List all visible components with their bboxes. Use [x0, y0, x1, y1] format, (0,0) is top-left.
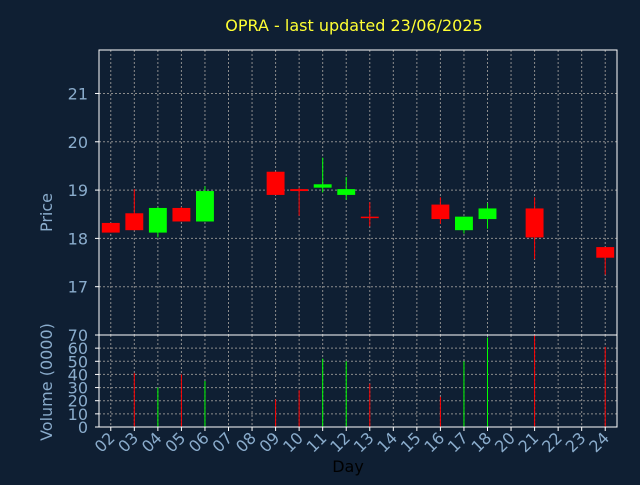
volume-axis-label: Volume (0000) [37, 323, 56, 441]
price-tick-label: 18 [68, 229, 88, 248]
price-plot-frame [98, 49, 618, 336]
candle-body [596, 247, 615, 258]
x-axis-label: Day [332, 457, 364, 476]
price-tick-label: 19 [68, 181, 88, 200]
volume-tick-label: 40 [68, 365, 88, 384]
candle-body [313, 184, 332, 188]
candle-body [455, 216, 473, 231]
price-tick-label: 17 [68, 278, 88, 297]
candle-body [360, 216, 379, 219]
candle-body [290, 189, 309, 192]
chart-title: OPRA - last updated 23/06/2025 [225, 16, 482, 35]
price-tick-label: 21 [68, 84, 88, 103]
volume-tick-label: 50 [68, 352, 88, 371]
candle-body [525, 208, 544, 238]
candle-body [101, 222, 120, 233]
candle-body [478, 208, 497, 220]
volume-tick-label: 60 [68, 339, 88, 358]
candle-body [172, 207, 191, 222]
volume-panel: 0102030405060700203040506070809101112131… [37, 323, 618, 476]
candle-body [337, 189, 356, 195]
volume-plot-frame [98, 334, 618, 428]
candle-body [266, 171, 285, 195]
price-axis-label: Price [37, 193, 56, 232]
volume-tick-label: 0 [78, 418, 88, 437]
volume-tick-label: 30 [68, 379, 88, 398]
volume-tick-label: 10 [68, 405, 88, 424]
price-tick-label: 20 [68, 133, 88, 152]
candle-body [125, 213, 144, 231]
candle-body [196, 191, 214, 222]
volume-tick-label: 20 [68, 392, 88, 411]
price-panel: 17 18 19 20 21 Price [37, 49, 618, 336]
x-tick-label: 24 [585, 428, 613, 456]
candle-body [431, 204, 450, 220]
candle-body [148, 207, 167, 233]
volume-tick-label: 70 [68, 326, 88, 345]
